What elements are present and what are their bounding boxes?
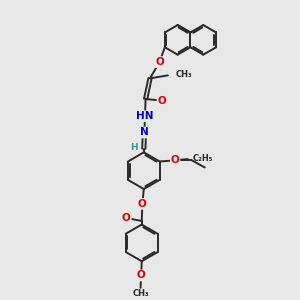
- Text: O: O: [137, 270, 146, 280]
- Text: O: O: [171, 155, 179, 165]
- Text: N: N: [140, 128, 149, 137]
- Text: O: O: [138, 199, 147, 209]
- Text: C₂H₅: C₂H₅: [193, 154, 213, 163]
- Text: O: O: [122, 213, 131, 223]
- Text: H: H: [130, 143, 137, 152]
- Text: CH₃: CH₃: [132, 289, 149, 298]
- Text: CH₃: CH₃: [176, 70, 193, 79]
- Text: O: O: [158, 95, 166, 106]
- Text: HN: HN: [136, 111, 154, 121]
- Text: O: O: [155, 57, 164, 67]
